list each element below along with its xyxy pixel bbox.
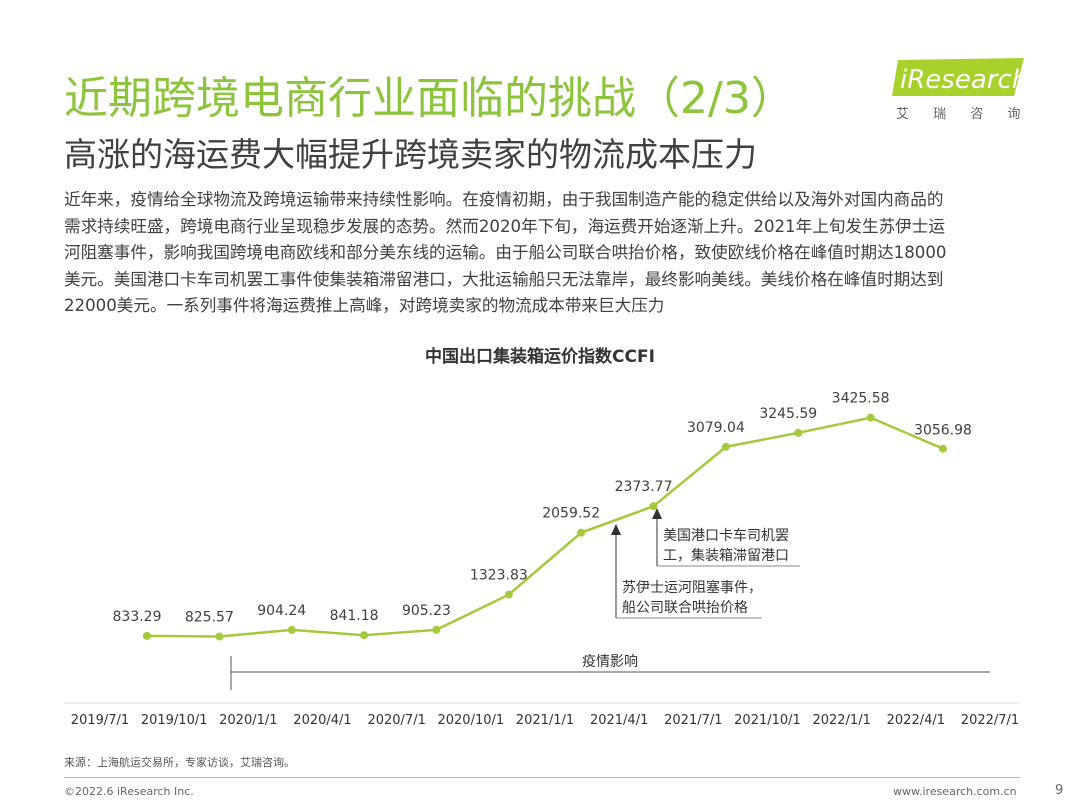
- x-tick-label: 2020/7/1: [367, 713, 425, 728]
- body-line: 美元。美国港口卡车司机罢工事件使集装箱滞留港口，大批运输船只无法靠岸，最终影响美…: [64, 269, 944, 289]
- x-tick-label: 2019/10/1: [141, 713, 208, 728]
- value-label: 3245.59: [759, 406, 817, 422]
- suez-arrow: [611, 524, 621, 535]
- x-tick-label: 2020/4/1: [293, 713, 351, 728]
- suez-text: 船公司联合哄抬价格: [622, 600, 748, 616]
- body-line: 近年来，疫情给全球物流及跨境运输带来持续性影响。在疫情初期，由于我国制造产能的稳…: [64, 190, 944, 209]
- chart-title: 中国出口集装箱运价指数CCFI: [425, 346, 655, 367]
- x-tick-label: 2021/7/1: [664, 713, 722, 728]
- point: [360, 631, 369, 640]
- logo-shape: [892, 58, 1024, 96]
- port-arrow: [652, 508, 662, 519]
- body-line: 河阻塞事件，影响我国跨境电商欧线和部分美东线的运输。由于船公司联合哄抬价格，致使…: [64, 243, 947, 262]
- site: www.iresearch.com.cn: [893, 785, 1017, 798]
- value-label: 3056.98: [914, 423, 972, 439]
- x-tick-label: 2021/1/1: [516, 713, 574, 728]
- body-line: 需求持续旺盛，跨境电商行业呈现稳步发展的态势。然而2020年下旬，海运费开始逐渐…: [64, 216, 945, 236]
- x-tick-label: 2019/7/1: [71, 713, 129, 728]
- value-label: 3079.04: [687, 420, 745, 436]
- suez-text: 苏伊士运河阻塞事件，: [622, 579, 762, 596]
- x-tick-label: 2022/1/1: [812, 713, 870, 728]
- page-number: 9: [1055, 783, 1064, 798]
- value-label: 2373.77: [615, 479, 673, 495]
- point: [504, 590, 513, 599]
- value-label: 1323.83: [470, 568, 528, 584]
- x-tick-label: 2022/4/1: [887, 713, 945, 728]
- subtitle: 高涨的海运费大幅提升跨境卖家的物流成本压力: [64, 135, 757, 174]
- copyright: ©2022.6 iResearch Inc.: [64, 785, 194, 798]
- point: [432, 625, 441, 634]
- x-tick-label: 2020/10/1: [437, 713, 504, 728]
- value-label: 825.57: [185, 610, 234, 626]
- point: [577, 528, 586, 537]
- value-label: 904.24: [257, 603, 306, 619]
- x-tick-label: 2021/10/1: [734, 713, 801, 728]
- pandemic-label: 疫情影响: [582, 654, 638, 670]
- value-label: 3425.58: [832, 391, 890, 407]
- point: [649, 502, 658, 511]
- line: [146, 416, 944, 638]
- x-tick-label: 2021/4/1: [590, 713, 648, 728]
- value-label: 905.23: [402, 603, 451, 619]
- footer-rule: [64, 777, 1020, 778]
- body-line: 22000美元。一系列事件将海运费推上高峰，对跨境卖家的物流成本带来巨大压力: [64, 296, 665, 315]
- point: [721, 442, 730, 451]
- point: [866, 413, 875, 422]
- x-tick-label: 2022/7/1: [961, 713, 1019, 728]
- title: 近期跨境电商行业面临的挑战（2/3）: [64, 73, 795, 124]
- point: [287, 625, 296, 634]
- x-tick-label: 2020/1/1: [219, 713, 277, 728]
- value-label: 841.18: [330, 608, 379, 624]
- logo: iResearch 艾 瑞 咨 询: [892, 58, 1030, 122]
- point: [939, 444, 947, 453]
- point: [215, 632, 224, 641]
- point: [794, 428, 803, 437]
- source: 来源：上海航运交易所，专家访谈，艾瑞咨询。: [64, 756, 295, 769]
- chart: 中国出口集装箱运价指数CCFI 疫情影响 苏伊士运河阻塞事件， 船公司联合哄抬价…: [64, 346, 1020, 728]
- port-text: 美国港口卡车司机罢: [663, 527, 789, 544]
- logo-sub: 艾 瑞 咨 询: [896, 107, 1030, 122]
- logo-text: iResearch: [900, 65, 1028, 95]
- point: [143, 631, 151, 640]
- value-label: 833.29: [113, 609, 162, 625]
- port-text: 工，集装箱滞留港口: [663, 547, 789, 564]
- value-label: 2059.52: [542, 506, 600, 522]
